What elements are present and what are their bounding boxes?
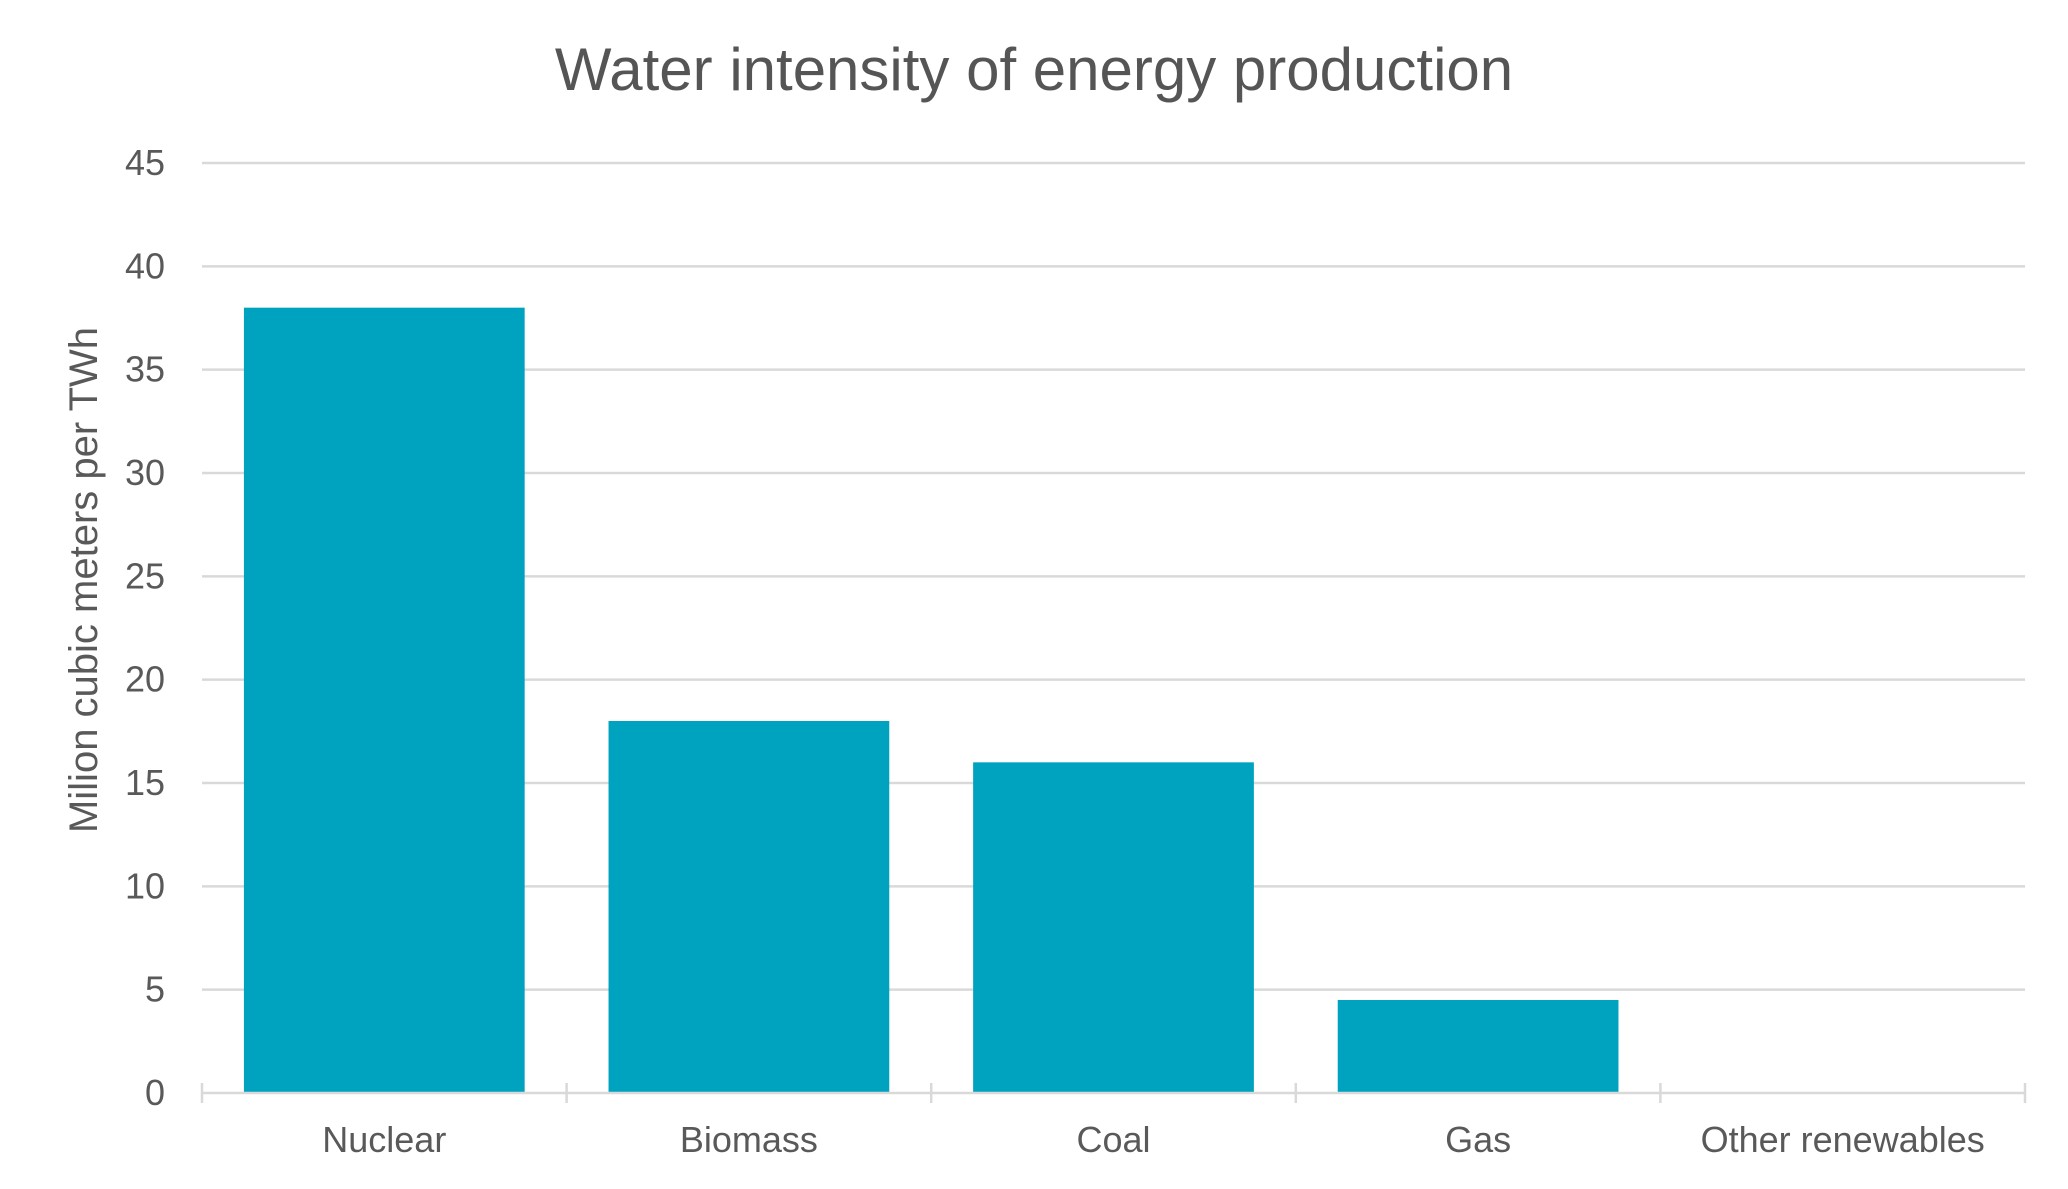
bar-gas	[1337, 1000, 1619, 1092]
y-tick-label: 20	[125, 659, 165, 700]
x-tick-label: Coal	[1076, 1119, 1150, 1160]
chart-title: Water intensity of energy production	[555, 36, 1513, 103]
bar-coal	[973, 762, 1254, 1092]
y-tick-label: 35	[125, 349, 165, 390]
y-tick-label: 40	[125, 245, 165, 286]
y-tick-label: 25	[125, 555, 165, 596]
x-tick-label: Other renewables	[1701, 1119, 1985, 1160]
x-tick-label: Biomass	[680, 1119, 818, 1160]
y-tick-label: 15	[125, 762, 165, 803]
x-tick-label: Gas	[1445, 1119, 1511, 1160]
y-tick-label: 5	[145, 969, 165, 1010]
y-tick-label: 45	[125, 142, 165, 183]
x-tick-label: Nuclear	[322, 1119, 446, 1160]
bars	[243, 307, 1619, 1093]
x-axis	[200, 1083, 2027, 1103]
y-tick-label: 30	[125, 452, 165, 493]
y-axis-label: Milion cubic meters per TWh	[62, 327, 106, 833]
bar-biomass	[608, 721, 890, 1092]
y-axis-ticks: 0 5 10 15 20 25 30 35 40 45	[125, 142, 165, 1113]
x-axis-ticks: Nuclear Biomass Coal Gas Other renewables	[322, 1119, 1985, 1160]
y-tick-label: 10	[125, 865, 165, 906]
y-tick-label: 0	[145, 1072, 165, 1113]
bar-nuclear	[243, 307, 525, 1093]
